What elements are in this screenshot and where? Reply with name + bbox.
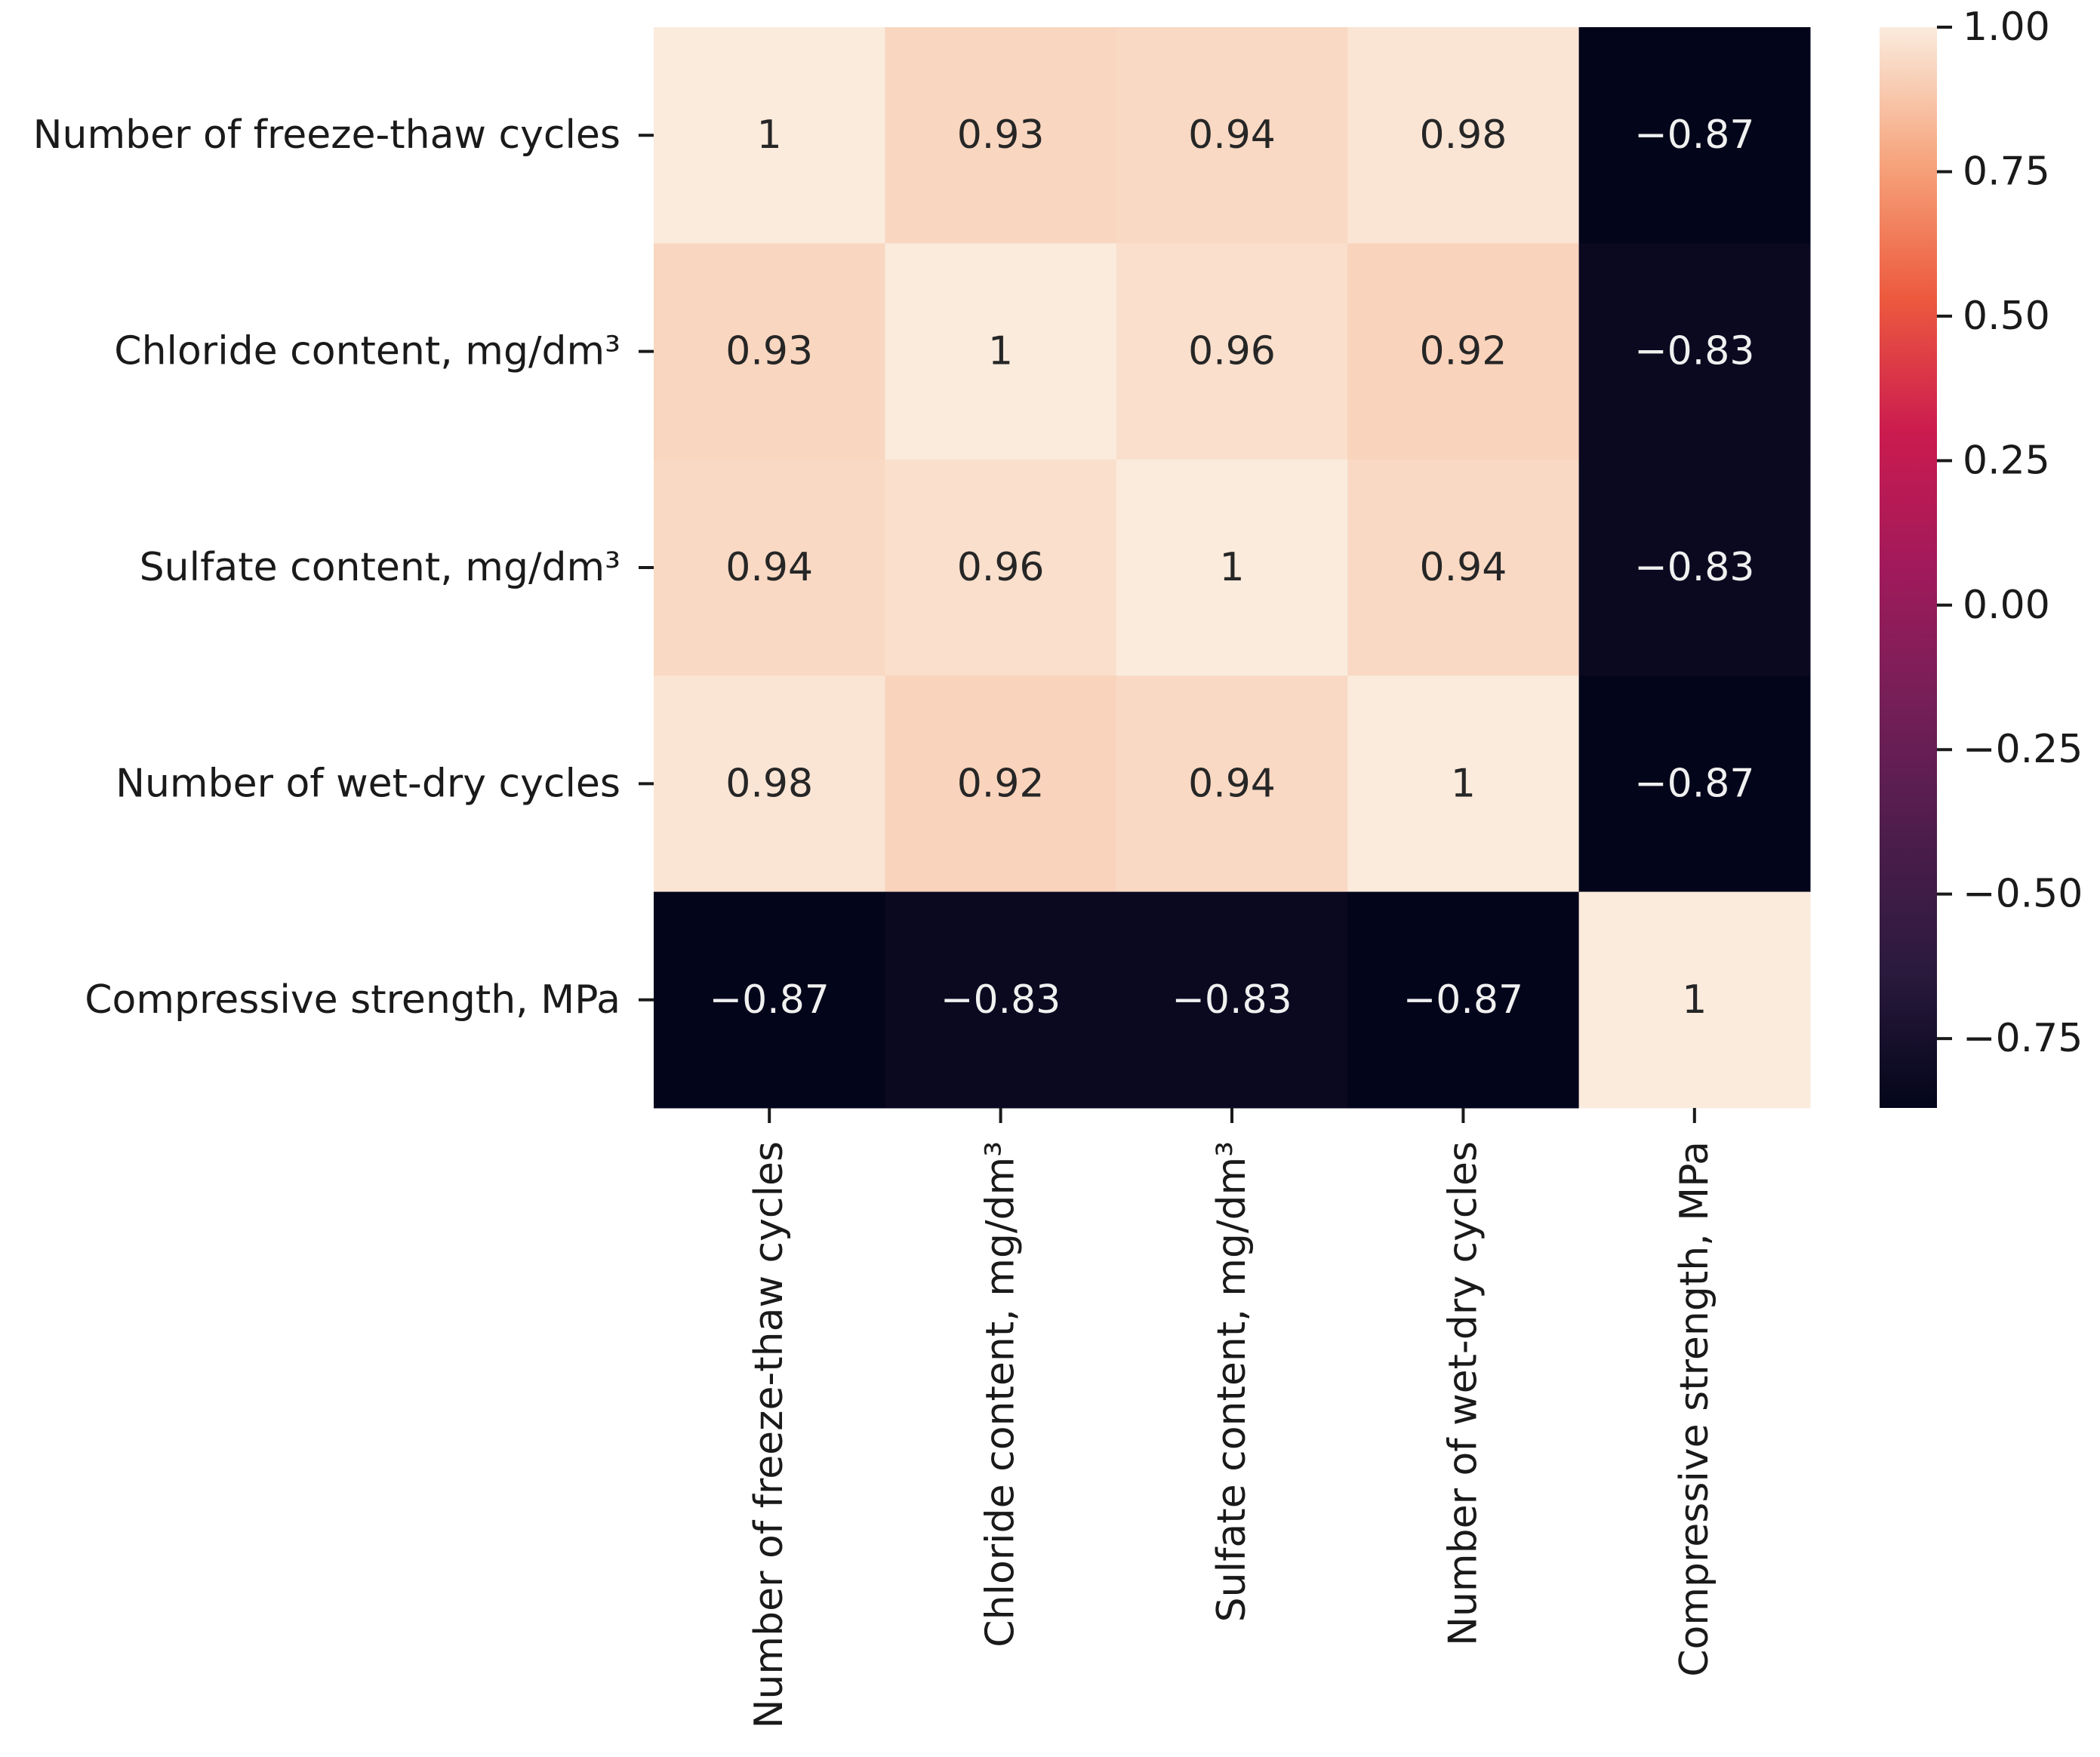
row-tick-label: Chloride content, mg/dm³	[114, 329, 620, 374]
column-tick-label: Compressive strength, MPa	[1672, 1141, 1717, 1677]
heatmap-cell	[1578, 27, 1811, 244]
colorbar-tick-label: −0.50	[1963, 872, 2083, 917]
cell-value-label: −0.87	[710, 977, 830, 1023]
heatmap-cell	[885, 459, 1117, 676]
row-axis: Number of freeze-thaw cycles Chloride con…	[33, 112, 654, 1023]
cell-value-label: 1	[1451, 761, 1476, 806]
heatmap-cell	[885, 675, 1117, 893]
heatmap-cell	[1347, 675, 1580, 893]
colorbar-tick-label: −0.75	[1963, 1016, 2083, 1061]
cell-value-label: 0.92	[957, 761, 1045, 806]
colorbar-tick-label: 0.25	[1963, 438, 2050, 483]
heatmap-cell	[1347, 459, 1580, 676]
cell-value-label: 0.93	[957, 112, 1045, 158]
column-tick-label: Chloride content, mg/dm³	[978, 1141, 1024, 1648]
column-tick-label: Sulfate content, mg/dm³	[1209, 1141, 1255, 1622]
colorbar-tick-label: 0.50	[1963, 294, 2050, 339]
cell-value-label: 0.98	[725, 761, 813, 806]
cell-value-label: 0.96	[957, 545, 1045, 590]
cell-value-label: −0.83	[1634, 329, 1754, 374]
cell-value-label: 1	[757, 112, 782, 158]
heatmap-cell	[1347, 243, 1580, 460]
cell-value-label: −0.83	[1634, 545, 1754, 590]
cell-value-label: 0.93	[725, 329, 813, 374]
row-tick-label: Number of wet-dry cycles	[115, 761, 620, 806]
heatmap-cell	[1116, 243, 1348, 460]
heatmap-cell	[885, 243, 1117, 460]
cell-value-label: 0.96	[1188, 329, 1276, 374]
cell-value-label: 1	[1219, 545, 1244, 590]
heatmap-cell	[1578, 891, 1811, 1109]
heatmap-cell	[654, 243, 885, 460]
cell-value-label: 0.94	[1188, 112, 1276, 158]
heatmap-cell	[1116, 675, 1348, 893]
cell-value-label: −0.83	[1172, 977, 1292, 1023]
colorbar-tick-label: 0.00	[1963, 583, 2050, 628]
cell-value-label: −0.87	[1634, 761, 1754, 806]
colorbar-tick-label: −0.25	[1963, 727, 2083, 772]
colorbar	[1880, 27, 1937, 1108]
column-axis: Number of freeze-thaw cycles Chloride con…	[747, 1108, 1717, 1728]
heatmap-cell	[885, 27, 1117, 244]
heatmap-cell	[654, 675, 885, 893]
heatmap-cell	[1116, 891, 1348, 1109]
row-tick-label: Sulfate content, mg/dm³	[140, 545, 620, 590]
row-tick-label: Compressive strength, MPa	[85, 977, 620, 1023]
row-tick-label: Number of freeze-thaw cycles	[33, 112, 620, 158]
colorbar-gradient-bar	[1880, 27, 1937, 1108]
colorbar-tick-label: 1.00	[1963, 5, 2050, 50]
heatmap-cell	[1116, 459, 1348, 676]
heatmap-cell	[1578, 675, 1811, 893]
cell-value-label: 1	[1682, 977, 1707, 1023]
heatmap-cell	[1578, 243, 1811, 460]
heatmap-cell	[1578, 459, 1811, 676]
heatmap-cell	[1347, 891, 1580, 1109]
column-tick-label: Number of freeze-thaw cycles	[747, 1141, 792, 1728]
cell-value-label: 0.98	[1420, 112, 1507, 158]
cell-value-label: −0.87	[1403, 977, 1523, 1023]
heatmap-cell	[1116, 27, 1348, 244]
heatmap-annotation-group: 1 0.93 0.94 0.98 −0.87 0.93 1 0.96 0.92 −0.83 0.94…	[710, 112, 1755, 1023]
cell-value-label: 0.94	[725, 545, 813, 590]
heatmap-cell	[1347, 27, 1580, 244]
heatmap-cell	[885, 891, 1117, 1109]
cell-value-label: 0.94	[1420, 545, 1507, 590]
colorbar-tick-label: 0.75	[1963, 149, 2050, 194]
heatmap-cell	[654, 459, 885, 676]
cell-value-label: −0.87	[1634, 112, 1754, 158]
heatmap-cell	[654, 891, 885, 1109]
colorbar-axis: 1.00 0.75 0.50 0.25 0.00 −0.25 −0.50 −0.75	[1937, 5, 2083, 1061]
cell-value-label: 0.92	[1420, 329, 1507, 374]
heatmap-cell-group	[654, 27, 1811, 1109]
cell-value-label: 0.94	[1188, 761, 1276, 806]
cell-value-label: −0.83	[941, 977, 1061, 1023]
heatmap-cell	[654, 27, 885, 244]
cell-value-label: 1	[988, 329, 1013, 374]
column-tick-label: Number of wet-dry cycles	[1440, 1141, 1486, 1646]
